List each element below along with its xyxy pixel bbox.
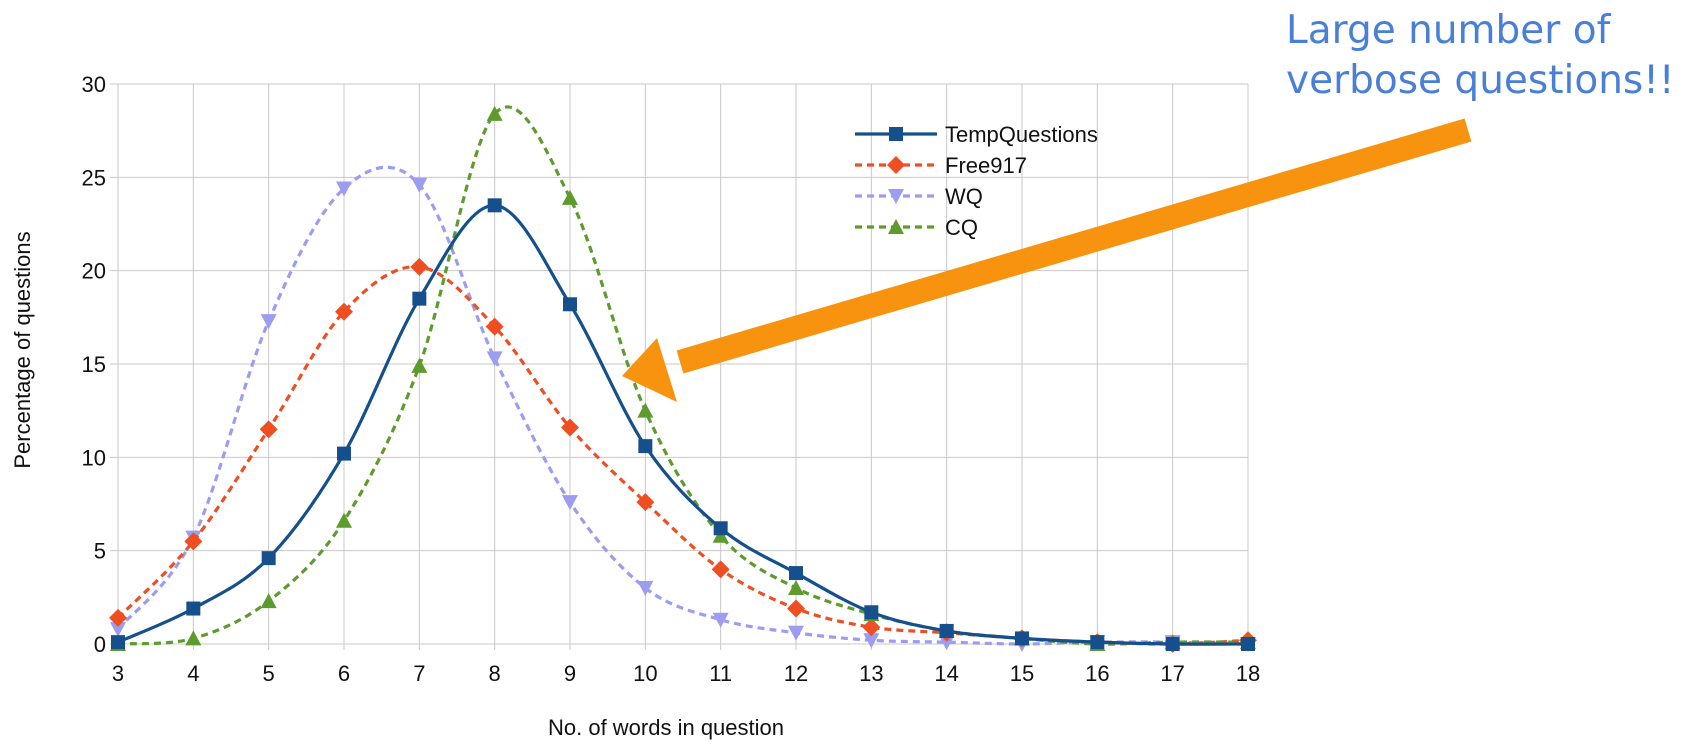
data-point-cq — [260, 593, 277, 609]
data-point-tempquestions — [1241, 637, 1255, 651]
data-point-free917 — [862, 618, 881, 637]
series-tempquestions — [111, 198, 1255, 651]
data-point-cq — [486, 105, 503, 121]
data-point-free917 — [335, 302, 353, 321]
data-point-tempquestions — [939, 623, 954, 638]
annotation-text: Large number of verbose questions!! — [1286, 6, 1701, 106]
data-point-free917 — [184, 532, 203, 551]
data-point-cq — [411, 357, 428, 373]
legend-marker — [888, 189, 904, 204]
data-point-wq — [411, 177, 428, 193]
legend-item-cq: CQ — [855, 215, 978, 240]
data-point-free917 — [636, 493, 655, 512]
y-axis-title: Percentage of questions — [10, 231, 35, 468]
axis-ticks: 3 4 5 6 7 8 9 10 11 12 13 14 15 16 17 18 0 5 10 15 20 25 30 — [82, 72, 1261, 686]
data-point-wq — [110, 622, 126, 638]
data-point-tempquestions — [1090, 635, 1105, 650]
legend-marker — [889, 127, 903, 141]
y-tick-label: 20 — [82, 259, 106, 284]
data-point-tempquestions — [487, 198, 502, 213]
data-point-free917 — [561, 418, 579, 437]
legend-label: TempQuestions — [945, 122, 1098, 147]
x-tick-label: 12 — [784, 661, 808, 686]
legend: TempQuestions Free917 WQ CQ — [855, 122, 1098, 240]
data-point-cq — [336, 512, 352, 528]
data-point-wq — [938, 635, 955, 651]
data-point-tempquestions — [638, 439, 653, 454]
data-point-tempquestions — [789, 566, 803, 581]
legend-label: CQ — [945, 215, 978, 240]
data-point-wq — [863, 633, 880, 649]
data-point-cq — [788, 580, 804, 595]
data-point-tempquestions — [864, 605, 879, 620]
data-point-tempquestions — [111, 635, 125, 650]
y-tick-label: 0 — [94, 632, 106, 657]
data-point-free917 — [787, 599, 805, 618]
x-tick-label: 10 — [633, 661, 657, 686]
grid — [110, 83, 1249, 650]
data-point-wq — [486, 351, 503, 367]
y-tick-label: 5 — [94, 539, 106, 564]
data-point-cq — [637, 402, 654, 418]
data-point-cq — [562, 189, 578, 205]
data-point-tempquestions — [412, 291, 427, 306]
legend-label: Free917 — [945, 153, 1027, 178]
legend-marker — [888, 219, 904, 234]
y-tick-label: 10 — [82, 445, 106, 470]
annotation-arrow — [622, 118, 1472, 402]
data-point-wq — [336, 181, 352, 197]
data-point-tempquestions — [713, 521, 728, 536]
data-point-free917 — [485, 317, 504, 336]
data-point-wq — [562, 495, 578, 511]
data-point-free917 — [410, 257, 429, 276]
legend-item-tempquestions: TempQuestions — [855, 122, 1098, 147]
series-free917 — [109, 257, 1257, 653]
data-point-tempquestions — [1015, 631, 1029, 646]
legend-label: WQ — [945, 184, 983, 209]
x-tick-label: 9 — [564, 661, 576, 686]
annotation-line-1: Large number of — [1286, 8, 1611, 53]
data-point-wq — [260, 314, 277, 330]
arrow-shaft — [676, 118, 1472, 374]
legend-marker — [887, 156, 905, 174]
data-point-cq — [185, 630, 202, 646]
y-tick-label: 15 — [82, 352, 106, 377]
data-point-tempquestions — [1165, 637, 1180, 651]
arrow-head — [622, 338, 677, 402]
x-tick-label: 18 — [1236, 661, 1260, 686]
y-tick-label: 30 — [82, 72, 106, 97]
x-tick-label: 14 — [934, 661, 958, 686]
x-tick-label: 15 — [1010, 661, 1034, 686]
annotation-line-2: verbose questions!! — [1286, 58, 1675, 103]
series-cq — [110, 105, 1256, 651]
data-point-wq — [712, 612, 729, 628]
y-tick-label: 25 — [82, 165, 106, 190]
x-tick-label: 16 — [1085, 661, 1109, 686]
x-tick-label: 5 — [263, 661, 275, 686]
x-tick-label: 17 — [1160, 661, 1184, 686]
x-tick-label: 11 — [709, 661, 732, 686]
data-point-tempquestions — [261, 551, 276, 566]
data-series — [109, 105, 1257, 653]
data-point-wq — [637, 581, 654, 596]
data-point-tempquestions — [563, 297, 577, 312]
data-point-wq — [788, 625, 804, 641]
x-tick-label: 6 — [338, 661, 350, 686]
x-tick-label: 3 — [112, 661, 124, 686]
data-point-tempquestions — [186, 601, 201, 616]
legend-item-free917: Free917 — [855, 153, 1027, 178]
data-point-free917 — [259, 420, 278, 439]
series-line-cq — [117, 105, 1249, 646]
data-point-free917 — [109, 608, 127, 627]
legend-item-wq: WQ — [855, 184, 983, 209]
x-tick-label: 7 — [413, 661, 425, 686]
x-tick-label: 13 — [859, 661, 883, 686]
x-tick-label: 8 — [489, 661, 501, 686]
data-point-tempquestions — [337, 446, 351, 461]
data-point-free917 — [711, 560, 730, 579]
x-tick-label: 4 — [187, 661, 199, 686]
x-axis-title: No. of words in question — [548, 715, 784, 740]
